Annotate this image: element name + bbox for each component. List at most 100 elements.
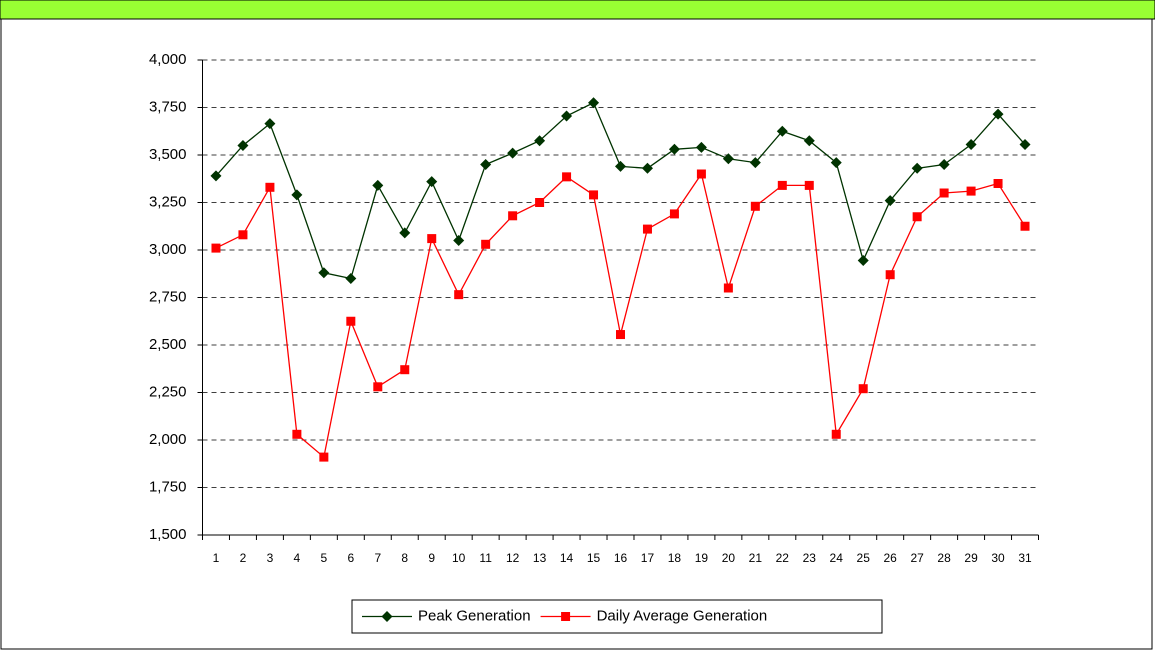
marker: [749, 157, 761, 169]
x-tick-label: 26: [883, 551, 897, 565]
marker: [534, 135, 546, 147]
marker: [588, 97, 600, 109]
x-tick-label: 5: [321, 551, 328, 565]
marker: [884, 195, 896, 207]
x-tick-label: 20: [722, 551, 736, 565]
x-tick-label: 31: [1018, 551, 1032, 565]
x-tick-label: 18: [668, 551, 682, 565]
marker: [695, 141, 707, 153]
marker: [777, 180, 787, 190]
header-bar: [0, 0, 1155, 20]
marker: [939, 188, 949, 198]
x-tick-label: 22: [776, 551, 790, 565]
x-tick-label: 6: [347, 551, 354, 565]
marker: [776, 125, 788, 137]
marker: [1019, 139, 1031, 151]
legend-label: Daily Average Generation: [597, 607, 768, 624]
series-line: [215, 172, 1026, 459]
marker: [400, 365, 410, 375]
legend-marker: [381, 611, 393, 622]
series-line: [215, 101, 1026, 280]
x-tick-label: 10: [452, 551, 466, 565]
x-tick-label: 12: [506, 551, 520, 565]
marker: [641, 162, 653, 174]
x-tick-label: 23: [803, 551, 817, 565]
x-tick-label: 1: [213, 551, 220, 565]
marker: [427, 234, 437, 244]
x-tick-label: 14: [560, 551, 574, 565]
marker: [589, 190, 599, 200]
marker: [696, 169, 706, 179]
marker: [318, 267, 330, 279]
x-tick-label: 24: [830, 551, 844, 565]
marker: [238, 230, 248, 240]
marker: [831, 429, 841, 439]
marker: [453, 235, 465, 246]
marker: [1020, 221, 1030, 231]
marker: [426, 176, 438, 188]
marker: [830, 157, 842, 169]
x-tick-label: 8: [401, 551, 408, 565]
x-tick-label: 21: [749, 551, 763, 565]
x-tick-label: 2: [240, 551, 247, 565]
x-tick-label: 25: [857, 551, 871, 565]
marker: [264, 118, 276, 130]
x-tick-label: 16: [614, 551, 628, 565]
marker: [480, 159, 492, 170]
y-tick-label: 1,750: [149, 478, 187, 495]
x-tick-label: 3: [267, 551, 274, 565]
marker: [372, 179, 384, 191]
marker: [722, 153, 734, 165]
marker: [291, 189, 303, 201]
x-tick-label: 11: [479, 551, 492, 565]
x-tick-label: 13: [533, 551, 547, 565]
marker: [911, 162, 923, 174]
marker: [616, 330, 625, 340]
marker: [346, 316, 356, 326]
marker: [642, 224, 652, 234]
marker: [211, 243, 221, 253]
marker: [562, 172, 572, 182]
y-tick-label: 3,500: [149, 146, 187, 163]
marker: [723, 283, 733, 293]
marker: [373, 382, 383, 392]
x-tick-label: 17: [641, 551, 655, 565]
marker: [535, 198, 545, 207]
legend-marker: [561, 612, 571, 621]
marker: [885, 270, 895, 280]
y-tick-label: 2,750: [149, 288, 187, 305]
x-tick-label: 15: [587, 551, 601, 565]
x-tick-label: 4: [294, 551, 301, 565]
marker: [803, 135, 815, 147]
marker: [507, 147, 519, 159]
marker: [454, 290, 464, 300]
marker: [481, 239, 491, 249]
x-tick-label: 19: [695, 551, 709, 565]
marker: [292, 429, 302, 439]
legend: [351, 599, 883, 634]
y-tick-label: 2,500: [149, 336, 187, 353]
marker: [319, 452, 329, 462]
x-tick-label: 7: [374, 551, 381, 565]
x-tick-label: 30: [991, 551, 1005, 565]
marker: [965, 139, 977, 151]
marker: [938, 159, 950, 170]
marker: [345, 273, 357, 284]
y-tick-label: 2,250: [149, 383, 187, 400]
x-tick-label: 9: [428, 551, 435, 565]
marker: [993, 179, 1003, 188]
y-tick-label: 3,750: [149, 98, 187, 115]
y-tick-label: 3,000: [149, 241, 187, 258]
marker: [858, 384, 868, 394]
marker: [615, 160, 626, 172]
marker: [508, 211, 518, 221]
y-tick-label: 4,000: [149, 51, 187, 68]
marker: [668, 143, 680, 155]
y-tick-label: 2,000: [149, 431, 187, 448]
marker: [804, 180, 814, 190]
y-tick-label: 3,250: [149, 193, 187, 210]
marker: [912, 212, 922, 222]
marker: [399, 227, 411, 239]
marker: [210, 170, 222, 182]
